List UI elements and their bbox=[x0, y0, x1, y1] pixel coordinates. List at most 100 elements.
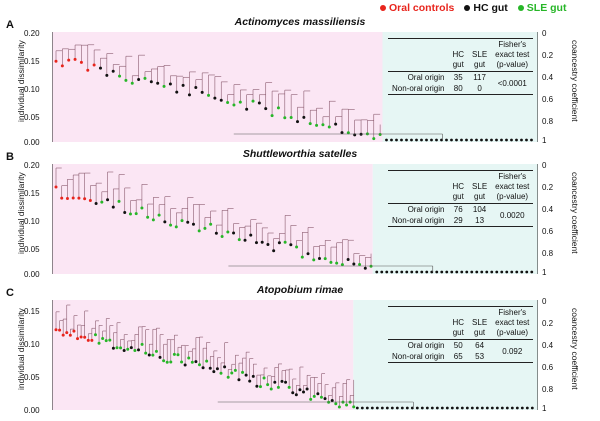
gut-leaf-point bbox=[480, 406, 484, 410]
leaf-point bbox=[88, 199, 92, 203]
leaf-point bbox=[128, 212, 132, 216]
leaf-point bbox=[201, 366, 205, 370]
oral-origin-region bbox=[52, 32, 383, 142]
leaf-point bbox=[334, 402, 338, 406]
right-tick: 0.8 bbox=[542, 249, 554, 258]
table-row: Non-oral origin 65 53 bbox=[388, 351, 533, 363]
leaf-point bbox=[258, 385, 262, 389]
row-label: Oral origin bbox=[407, 341, 445, 350]
leaf-point bbox=[94, 201, 98, 205]
leaf-point bbox=[197, 229, 201, 233]
gut-leaf-point bbox=[490, 138, 493, 142]
right-tick: 0.2 bbox=[542, 319, 554, 328]
gut-leaf-point bbox=[510, 406, 514, 410]
leaf-point bbox=[226, 100, 230, 104]
gut-leaf-point bbox=[525, 406, 529, 410]
gut-leaf-point bbox=[415, 270, 419, 274]
table-row: Non-oral origin 80 0 bbox=[388, 83, 533, 95]
leaf-point bbox=[79, 60, 83, 64]
leaf-point bbox=[68, 333, 72, 337]
gut-leaf-point bbox=[440, 270, 444, 274]
leaf-point bbox=[181, 83, 185, 87]
leaf-point bbox=[241, 370, 245, 374]
col-header-hc-gut: HC gut bbox=[448, 170, 469, 204]
leaf-point bbox=[352, 262, 356, 266]
gut-leaf-point bbox=[440, 406, 444, 410]
gut-leaf-point bbox=[495, 138, 498, 142]
sle-count: 13 bbox=[468, 215, 492, 227]
hc-count: 29 bbox=[448, 215, 469, 227]
gut-leaf-point bbox=[400, 406, 404, 410]
fisher-test-table: HC gut SLE gut Fisher's exact test (p-va… bbox=[388, 306, 534, 363]
leaf-point bbox=[276, 385, 280, 389]
leaf-point bbox=[251, 99, 255, 103]
gut-leaf-point bbox=[355, 406, 359, 410]
oral-origin-region bbox=[52, 300, 354, 410]
leaf-point bbox=[65, 196, 69, 200]
gut-leaf-point bbox=[505, 138, 508, 142]
leaf-point bbox=[208, 366, 212, 370]
leaf-point bbox=[305, 387, 309, 391]
col-header-fisher: Fisher's exact test (p-value) bbox=[491, 170, 534, 204]
panel-c: C Atopobium rimae individual dissimilari… bbox=[0, 278, 600, 415]
leaf-point bbox=[237, 378, 241, 382]
right-tick: 0 bbox=[542, 29, 547, 38]
right-tick: 0.8 bbox=[542, 385, 554, 394]
gut-leaf-point bbox=[510, 270, 514, 274]
leaf-point bbox=[219, 371, 223, 375]
leaf-point bbox=[345, 403, 349, 407]
gut-leaf-point bbox=[505, 270, 509, 274]
gut-leaf-point bbox=[460, 270, 464, 274]
gut-leaf-point bbox=[450, 138, 453, 142]
leaf-point bbox=[111, 205, 115, 209]
leaf-point bbox=[266, 383, 270, 387]
leaf-point bbox=[238, 100, 242, 104]
col-header-hc-gut: HC gut bbox=[448, 306, 469, 340]
leaf-point bbox=[323, 397, 327, 401]
leaf-point bbox=[65, 331, 69, 335]
gut-leaf-point bbox=[390, 406, 394, 410]
leaf-point bbox=[90, 338, 94, 342]
leaf-point bbox=[111, 69, 115, 73]
leaf-point bbox=[203, 226, 207, 230]
leaf-point bbox=[321, 123, 325, 127]
leaf-point bbox=[291, 391, 295, 395]
leaf-point bbox=[215, 367, 219, 371]
right-tick: 1 bbox=[542, 404, 547, 413]
gut-leaf-point bbox=[395, 270, 399, 274]
gut-leaf-point bbox=[475, 406, 479, 410]
leaf-point bbox=[122, 349, 126, 353]
right-tick: 1 bbox=[542, 268, 547, 277]
gut-leaf-point bbox=[395, 138, 398, 142]
legend-oral-controls: Oral controls bbox=[380, 2, 454, 14]
panel-letter: A bbox=[6, 19, 14, 31]
leaf-point bbox=[266, 243, 270, 247]
gut-leaf-point bbox=[530, 138, 533, 142]
gut-leaf-point bbox=[405, 138, 408, 142]
leaf-point bbox=[117, 199, 121, 203]
gut-leaf-point bbox=[460, 138, 463, 142]
hc-count: 35 bbox=[453, 73, 463, 82]
fisher-test-table: HC gut SLE gut Fisher's exact test (p-va… bbox=[388, 38, 534, 95]
leaf-point bbox=[254, 241, 258, 245]
gut-leaf-point bbox=[500, 138, 503, 142]
leaf-point bbox=[255, 384, 259, 388]
leaf-point bbox=[340, 131, 344, 135]
leaf-point bbox=[60, 64, 64, 68]
leaf-point bbox=[248, 379, 252, 383]
figure-legend: Oral controls HC gut SLE gut bbox=[380, 2, 566, 14]
leaf-point bbox=[289, 115, 293, 119]
right-tick: 0 bbox=[542, 297, 547, 306]
leaf-point bbox=[140, 342, 144, 346]
leaf-point bbox=[214, 231, 218, 235]
panel-a: A Actinomyces massiliensis individual di… bbox=[0, 10, 600, 147]
right-axis-label: coancestry coefficient bbox=[570, 172, 580, 254]
leaf-point bbox=[337, 405, 341, 409]
left-tick: 0.10 bbox=[24, 217, 40, 226]
leaf-point bbox=[283, 116, 287, 120]
gut-leaf-point bbox=[520, 406, 524, 410]
leaf-point bbox=[124, 78, 128, 82]
left-tick: 0.20 bbox=[24, 161, 40, 170]
gut-leaf-point bbox=[370, 406, 374, 410]
leaf-point bbox=[143, 76, 147, 80]
